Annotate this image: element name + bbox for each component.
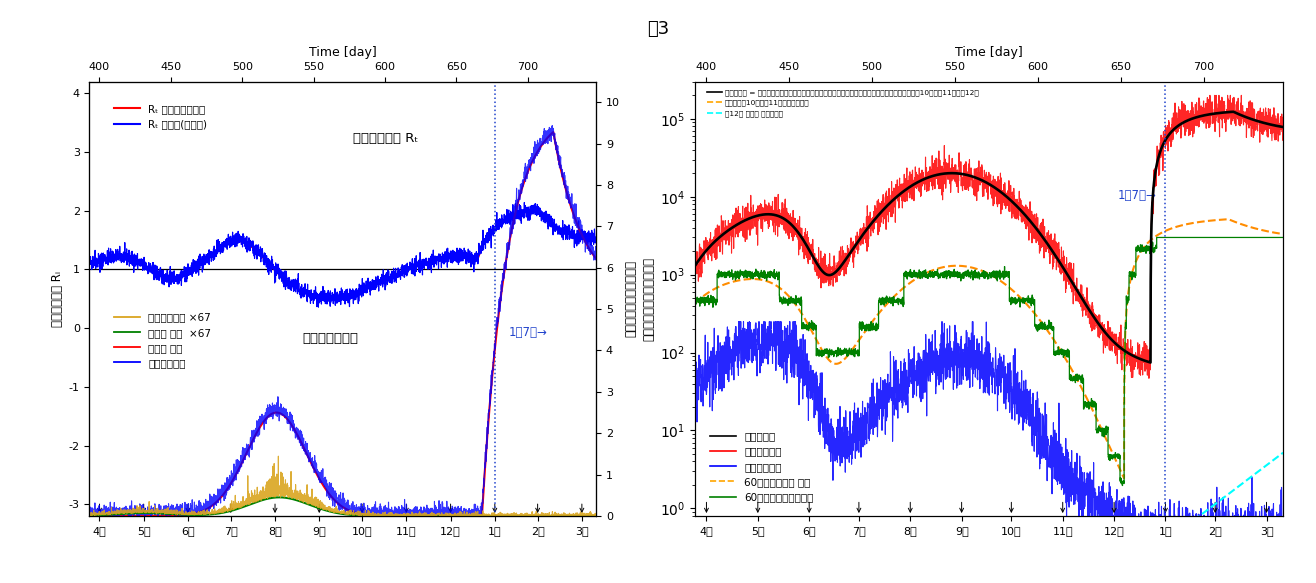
Text: 1月7日→: 1月7日→ (1117, 189, 1155, 202)
Text: 図3: 図3 (647, 20, 669, 38)
Legend: 計算予測値, 陽性者データ, 死亡者データ, 60歳以上陽性者 計算, 60歳以上陽性者データ: 計算予測値, 陽性者データ, 死亡者データ, 60歳以上陽性者 計算, 60歳以… (705, 427, 819, 507)
Y-axis label: 日毎の新規陽性者、死亡者: 日毎の新規陽性者、死亡者 (642, 257, 655, 341)
Y-axis label: 実効再生産数 Rᵢ: 実効再生産数 Rᵢ (51, 271, 64, 327)
Legend: 死亡者データ ×67, 死亡者 予測  ×67, 陽性者 予測, 陽性者データ: 死亡者データ ×67, 死亡者 予測 ×67, 陽性者 予測, 陽性者データ (111, 308, 216, 373)
X-axis label: Time [day]: Time [day] (309, 46, 376, 59)
Text: 実効再生産数 Rₜ: 実効再生産数 Rₜ (353, 132, 418, 145)
X-axis label: Time [day]: Time [day] (955, 46, 1023, 59)
Y-axis label: 日毎の陽性者数（万人）: 日毎の陽性者数（万人） (624, 260, 637, 338)
Text: 日毎の陽性者数: 日毎の陽性者数 (303, 332, 358, 345)
Text: 1月7日→: 1月7日→ (509, 326, 547, 339)
